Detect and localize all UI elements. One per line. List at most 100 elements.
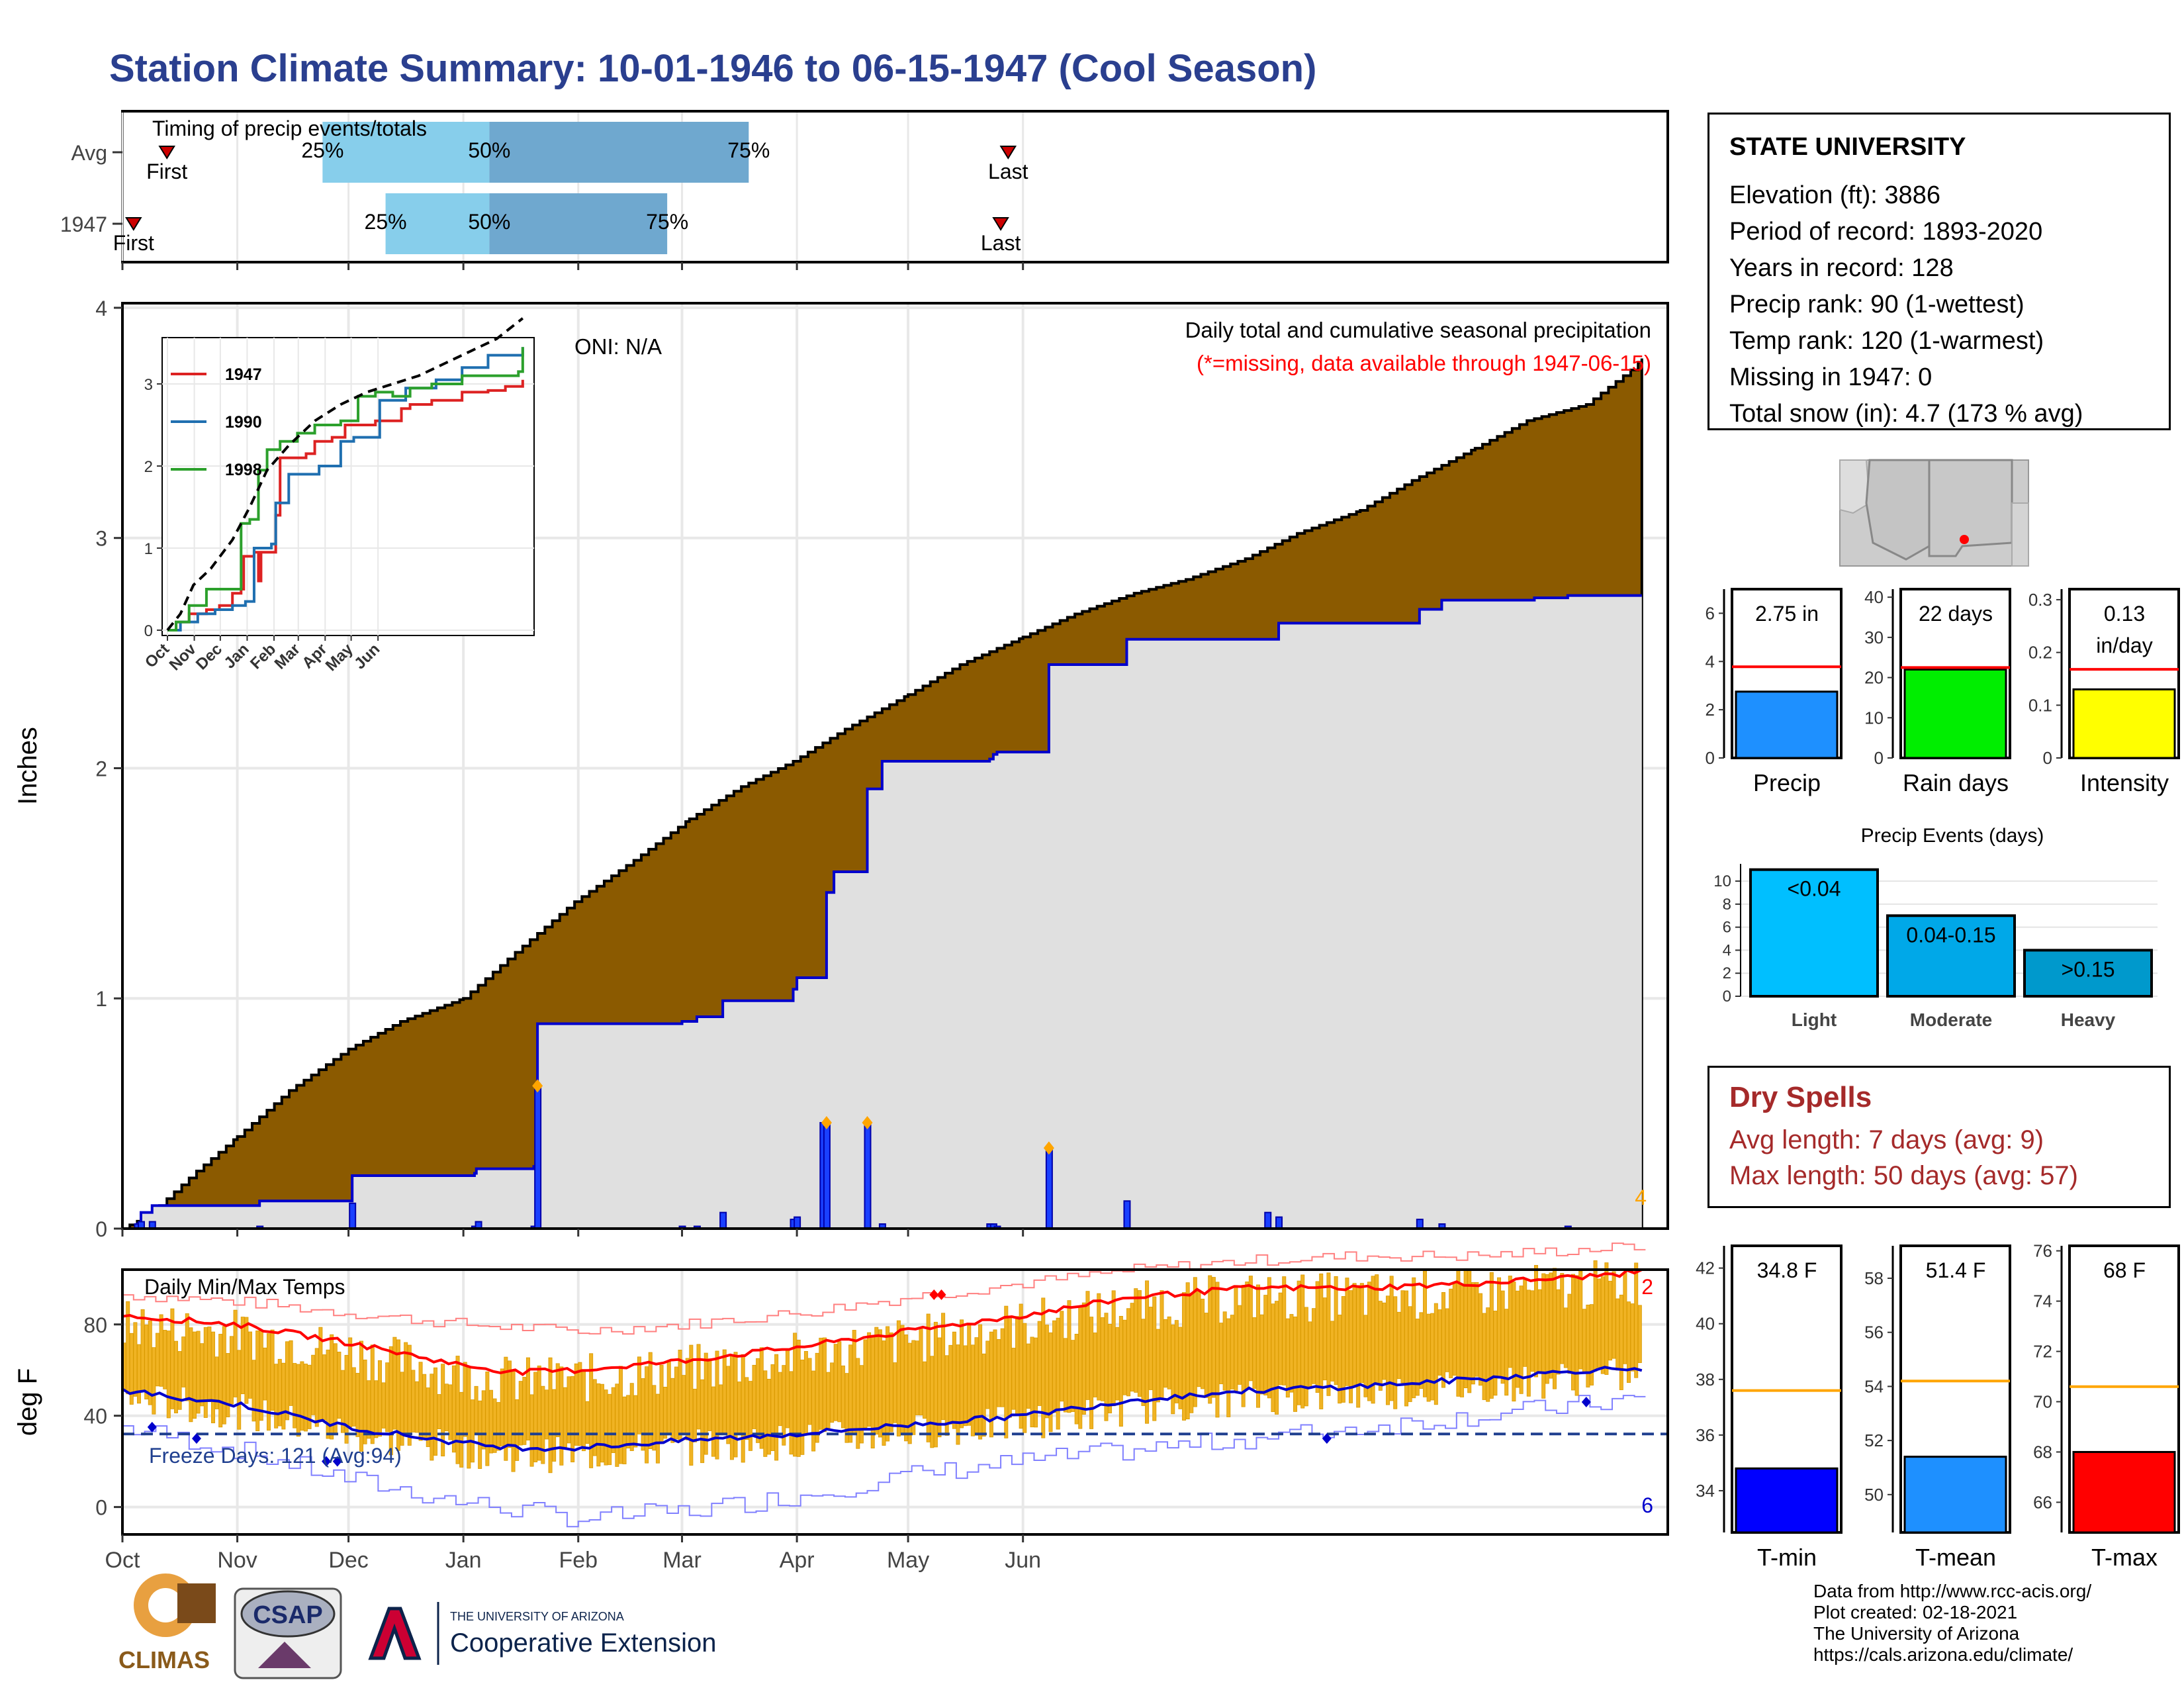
daily-temp-bar [1000, 1328, 1005, 1407]
precip-ytick-label: 3 [95, 527, 107, 551]
daily-temp-bar [652, 1385, 657, 1451]
timing-bar-q50-q75 [489, 122, 749, 183]
mini-ytick-label: 74 [2033, 1291, 2052, 1311]
daily-temp-bar [645, 1366, 649, 1464]
daily-temp-bar [1537, 1289, 1542, 1374]
daily-temp-bar [229, 1336, 234, 1405]
mini-ytick-label: 2 [1706, 700, 1715, 720]
inset-series-line-1947 [167, 379, 524, 632]
daily-temp-bar [1356, 1285, 1361, 1408]
daily-temp-bar [1597, 1278, 1602, 1368]
mini-value-label: 2.75 in [1755, 602, 1819, 626]
daily-temp-bar [1130, 1303, 1134, 1392]
daily-temp-bar [707, 1358, 712, 1431]
daily-temp-bar [1219, 1323, 1224, 1384]
daily-temp-bar [1115, 1327, 1120, 1401]
precip-corner-count: 4 [1635, 1186, 1647, 1209]
daily-temp-bar [1500, 1290, 1505, 1384]
mini-category-label: T-min [1757, 1544, 1817, 1571]
map-new-mexico [1928, 459, 2013, 557]
temp-xtick-label: Apr [780, 1548, 815, 1573]
daily-temp-bar [1419, 1312, 1424, 1389]
daily-temp-bar [1426, 1313, 1431, 1402]
daily-temp-bar [1574, 1275, 1579, 1396]
inset-legend-label: 1998 [225, 461, 262, 479]
obs-cumulative-line [122, 594, 1642, 1230]
daily-temp-bar [1412, 1277, 1416, 1399]
daily-temp-bar [763, 1370, 768, 1457]
mini-ytick-label: 34 [1696, 1481, 1715, 1501]
record-low-marker [147, 1421, 157, 1432]
daily-temp-bar [1230, 1315, 1234, 1389]
daily-temp-bar [437, 1394, 441, 1429]
daily-temp-bar [1497, 1277, 1502, 1379]
record-low-line [122, 1395, 1646, 1528]
mini-ytick-label: 36 [1696, 1425, 1715, 1445]
daily-temp-bar [1259, 1314, 1264, 1395]
daily-temp-bar [629, 1383, 634, 1451]
daily-temp-bar [1315, 1281, 1320, 1393]
daily-temp-bar [1019, 1303, 1023, 1429]
dry-spells-avg: Avg length: 7 days (avg: 9) [1729, 1125, 2044, 1154]
events-bar-label: <0.04 [1788, 877, 1841, 901]
daily-temp-bar [1093, 1333, 1097, 1397]
daily-temp-bar [1304, 1307, 1308, 1407]
daily-temp-bar [666, 1360, 671, 1436]
precip-axes: 0 1 2 3 4 [95, 297, 1024, 1241]
csap-logo: CSAP [234, 1587, 342, 1679]
uofa-logo-top: THE UNIVERSITY OF ARIZONA [450, 1610, 624, 1623]
daily-temp-bar [752, 1364, 756, 1429]
daily-temp-bar [907, 1342, 912, 1444]
daily-temp-bar [355, 1373, 360, 1437]
daily-temp-bar [303, 1364, 308, 1432]
daily-temp-bar [1060, 1311, 1064, 1402]
daily-temp-bar [844, 1373, 849, 1443]
precip-ytick-label: 1 [95, 987, 107, 1011]
daily-temp-bar [277, 1358, 282, 1427]
temp-xtick-label: May [887, 1548, 929, 1573]
temp-ytick-label: 80 [83, 1313, 107, 1337]
events-ytick-label: 6 [1723, 919, 1731, 937]
daily-temp-bar [993, 1329, 997, 1417]
daily-temp-bar [266, 1333, 271, 1431]
daily-temp-bar [1578, 1270, 1583, 1370]
daily-temp-bar [244, 1317, 249, 1404]
daily-temp-bar [1334, 1276, 1338, 1385]
daily-temp-bar [678, 1349, 682, 1440]
events-ytick-label: 8 [1723, 896, 1731, 914]
daily-temp-bar [585, 1401, 590, 1444]
daily-precip-bar [534, 1085, 542, 1229]
daily-temp-bar [1352, 1283, 1357, 1388]
events-ytick-label: 2 [1723, 964, 1731, 982]
mini-ytick-label: 68 [2033, 1442, 2052, 1462]
daily-temp-bar [388, 1346, 393, 1456]
daily-temp-bar [359, 1340, 363, 1452]
daily-temp-bar [1052, 1320, 1057, 1413]
daily-temp-bar [674, 1366, 678, 1440]
temp-frame [121, 1268, 1669, 1536]
timing-title: Timing of precip events/totals [152, 117, 427, 140]
daily-temp-bar [729, 1355, 734, 1460]
daily-temp-bar [322, 1354, 326, 1421]
daily-temp-bar [203, 1327, 208, 1418]
inset-ytick-label: 1 [144, 540, 153, 558]
daily-temp-bar [485, 1371, 490, 1466]
daily-temp-bar [1445, 1308, 1449, 1372]
climas-logo: CLIMAS [118, 1573, 216, 1673]
daily-temp-bar [722, 1349, 727, 1435]
daily-temp-bar [997, 1338, 1001, 1407]
inset-series-line-1998 [167, 347, 524, 632]
daily-temp-bar [1359, 1283, 1364, 1383]
daily-temp-bar [608, 1393, 612, 1466]
climas-logo-block [177, 1583, 216, 1623]
events-ytick-label: 10 [1713, 872, 1731, 890]
daily-temp-bar [488, 1389, 493, 1454]
daily-temp-bar [796, 1339, 801, 1457]
daily-temp-bar [293, 1363, 297, 1429]
daily-temp-bar [815, 1352, 819, 1443]
daily-temp-bar [270, 1329, 275, 1411]
daily-temp-bar [1308, 1321, 1312, 1389]
mini-ytick-label: 0 [1706, 748, 1715, 768]
timing-bar-q25-q50 [322, 122, 490, 183]
record-high-marker [929, 1289, 939, 1300]
